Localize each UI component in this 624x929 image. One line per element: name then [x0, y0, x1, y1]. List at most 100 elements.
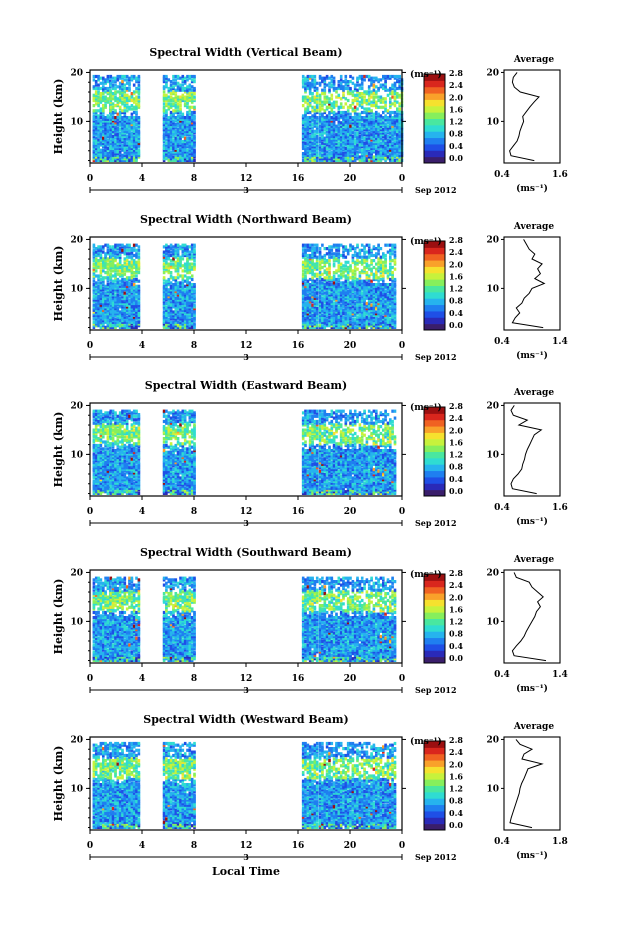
heatmap-cell [344, 126, 348, 130]
heatmap-cell [137, 148, 141, 152]
heatmap-cell [121, 121, 124, 125]
heatmap-cell [190, 303, 194, 307]
heatmap-cell [311, 98, 314, 103]
heatmap-cell [186, 157, 189, 161]
heatmap-cell [313, 152, 317, 156]
heatmap-cell [384, 152, 387, 156]
heatmap-cell [114, 276, 117, 280]
heatmap-cell [118, 269, 122, 273]
heatmap-cell [121, 301, 124, 306]
heatmap-cell [99, 158, 103, 162]
heatmap-cell [323, 276, 327, 280]
heatmap-cell [125, 281, 129, 285]
heatmap-cell [396, 136, 399, 140]
heatmap-cell [311, 105, 314, 109]
heatmap-cell [360, 74, 364, 79]
heatmap-cell [109, 307, 113, 311]
heatmap-cell [193, 307, 196, 311]
heatmap-cell [306, 98, 310, 103]
heatmap-cell [162, 324, 166, 328]
heatmap-cell [165, 307, 168, 311]
heatmap-cell [114, 153, 117, 157]
heatmap-cell [121, 133, 124, 137]
heatmap-cell [97, 300, 100, 304]
heatmap-cell [342, 129, 345, 133]
heatmap-cell [106, 262, 110, 266]
heatmap-cell [386, 93, 390, 97]
heatmap-cell [370, 134, 373, 139]
heatmap-cell [363, 117, 366, 121]
heatmap-cell [167, 148, 171, 152]
heatmap-cell [181, 148, 185, 152]
heatmap-cell [318, 76, 322, 80]
heatmap-cell [106, 322, 110, 326]
heatmap-cell [92, 313, 96, 317]
heatmap-cell [102, 277, 105, 282]
heatmap-cell [125, 248, 129, 252]
heatmap-cell [102, 257, 105, 261]
heatmap-cell [135, 325, 138, 329]
heatmap-cell [313, 138, 317, 142]
heatmap-cell [121, 308, 124, 312]
heatmap-cell [132, 245, 136, 249]
heatmap-cell [99, 152, 103, 156]
heatmap-cell [321, 158, 324, 162]
heatmap-cell [328, 131, 331, 135]
heatmap-cell [135, 262, 138, 266]
heatmap-cell [183, 76, 187, 80]
heatmap-cell [335, 141, 338, 145]
heatmap-cell [313, 105, 317, 109]
heatmap-cell [315, 98, 319, 103]
heatmap-cell [391, 146, 394, 150]
heatmap-cell [94, 145, 98, 149]
heatmap-cell [186, 284, 189, 288]
heatmap-cell [306, 133, 310, 137]
heatmap-cell [183, 152, 187, 156]
heatmap-cell [313, 145, 317, 149]
heatmap-cell [337, 315, 341, 319]
heatmap-cell [356, 93, 359, 97]
heatmap-cell [123, 288, 127, 292]
heatmap-cell [306, 255, 310, 259]
heatmap-cell [176, 305, 180, 309]
heatmap-cell [123, 74, 127, 79]
heatmap-cell [118, 124, 122, 128]
heatmap-cell [135, 322, 138, 326]
heatmap-cell [353, 93, 357, 97]
heatmap-cell [344, 300, 348, 304]
heatmap-cell [135, 255, 138, 259]
heatmap-cell [167, 255, 171, 259]
heatmap-cell [118, 153, 122, 157]
heatmap-cell [328, 267, 331, 271]
heatmap-cell [181, 289, 185, 294]
heatmap-cell [304, 117, 307, 121]
heatmap-cell [323, 308, 327, 312]
average-x-tick-label: 1.6 [552, 170, 568, 180]
heatmap-cell [118, 293, 122, 297]
heatmap-cell [162, 315, 166, 319]
heatmap-cell [128, 153, 131, 157]
heatmap-cell [125, 102, 129, 106]
heatmap-cell [367, 116, 371, 120]
heatmap-cell [162, 150, 166, 154]
heatmap-cell [167, 301, 171, 306]
heatmap-cell [315, 245, 319, 249]
heatmap-cell [398, 136, 401, 140]
heatmap-cell [370, 126, 373, 130]
heatmap-cell [172, 259, 175, 263]
heatmap-cell [306, 95, 310, 99]
y-axis-label: Height (km) [52, 79, 65, 155]
heatmap-cell [135, 153, 138, 157]
heatmap-cell [165, 153, 168, 157]
heatmap-cell [167, 288, 171, 292]
heatmap-cell [111, 286, 115, 290]
heatmap-cell [330, 109, 334, 113]
heatmap-cell [325, 313, 329, 317]
heatmap-cell [130, 296, 134, 300]
heatmap-cell [370, 83, 373, 87]
heatmap-cell [116, 319, 120, 323]
heatmap-cell [389, 146, 392, 150]
heatmap-cell [332, 307, 336, 311]
heatmap-cell [315, 295, 319, 299]
heatmap-cell [176, 289, 180, 294]
